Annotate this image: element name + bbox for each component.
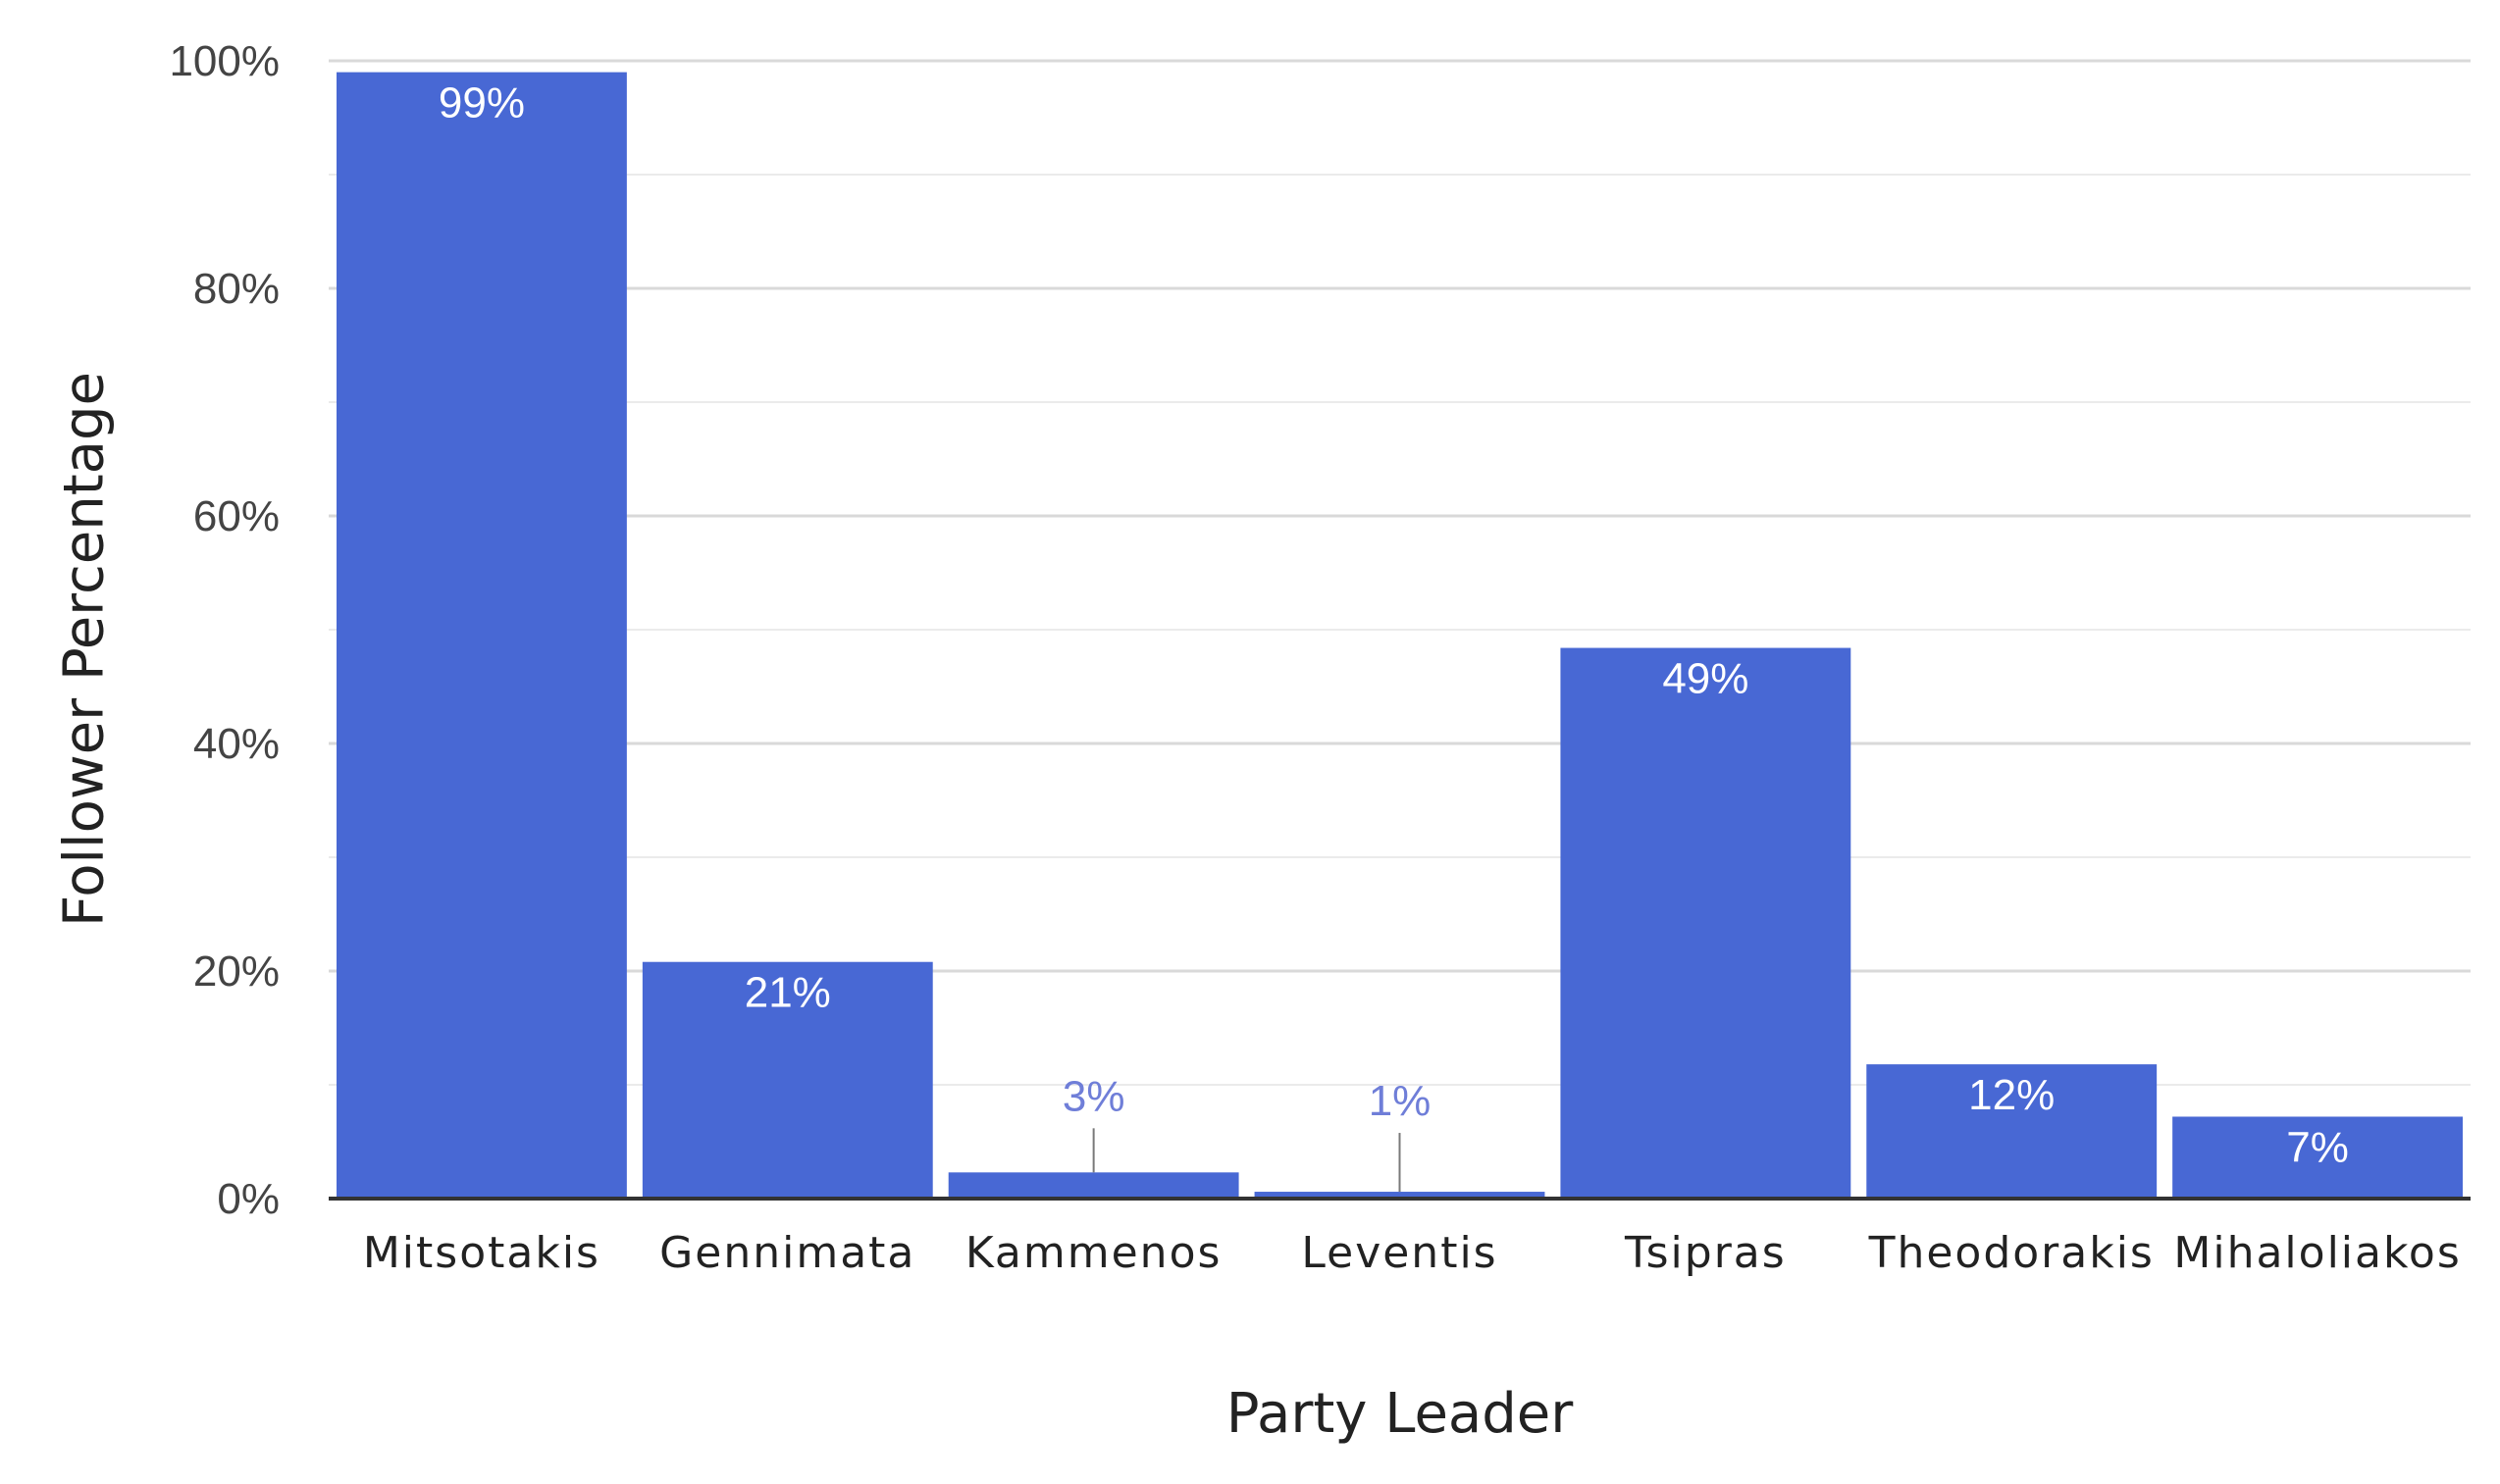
y-tick-label: 100%	[169, 37, 280, 85]
y-tick-label: 20%	[193, 947, 280, 996]
x-tick-label: Gennimata	[659, 1228, 915, 1278]
y-axis-ticks: 0% 20% 40% 60% 80% 100%	[169, 37, 280, 1223]
bar-theodorakis[interactable]	[1866, 1064, 2158, 1199]
y-tick-label: 80%	[193, 265, 280, 313]
bar-gennimata[interactable]	[642, 961, 933, 1199]
y-axis-title: Follower Percentage	[53, 372, 117, 927]
data-label: 12%	[1968, 1071, 2055, 1119]
x-axis-ticks: Mitsotakis Gennimata Kammenos Leventis Tsipr…	[363, 1228, 2461, 1278]
bar-kammenos[interactable]	[948, 1172, 1239, 1199]
data-label: 49%	[1662, 655, 1748, 703]
bar-mihaloliakos[interactable]	[2172, 1116, 2463, 1199]
x-tick-label: Kammenos	[965, 1228, 1223, 1278]
data-label: 21%	[745, 969, 831, 1017]
x-tick-label: Mitsotakis	[363, 1228, 600, 1278]
bar-tsipras[interactable]	[1560, 647, 1851, 1199]
bar-mitsotakis[interactable]	[337, 72, 627, 1200]
data-labels: 99% 21% 3% 1% 49% 12% 7%	[439, 79, 2349, 1193]
data-label: 7%	[2286, 1123, 2349, 1171]
data-label: 99%	[439, 79, 525, 128]
bars	[337, 72, 2463, 1200]
x-tick-label: Leventis	[1301, 1228, 1497, 1278]
data-label: 3%	[1063, 1072, 1125, 1120]
x-tick-label: Theodorakis	[1868, 1228, 2155, 1278]
y-tick-label: 60%	[193, 492, 280, 540]
y-tick-label: 0%	[217, 1175, 280, 1223]
data-label: 1%	[1369, 1077, 1432, 1125]
x-tick-label: Tsipras	[1624, 1228, 1787, 1278]
gridlines	[329, 59, 2471, 1086]
bar-leventis[interactable]	[1254, 1192, 1545, 1199]
x-axis-title: Party Leader	[1226, 1382, 1574, 1446]
x-tick-label: Mihaloliakos	[2173, 1228, 2461, 1278]
y-tick-label: 40%	[193, 720, 280, 768]
